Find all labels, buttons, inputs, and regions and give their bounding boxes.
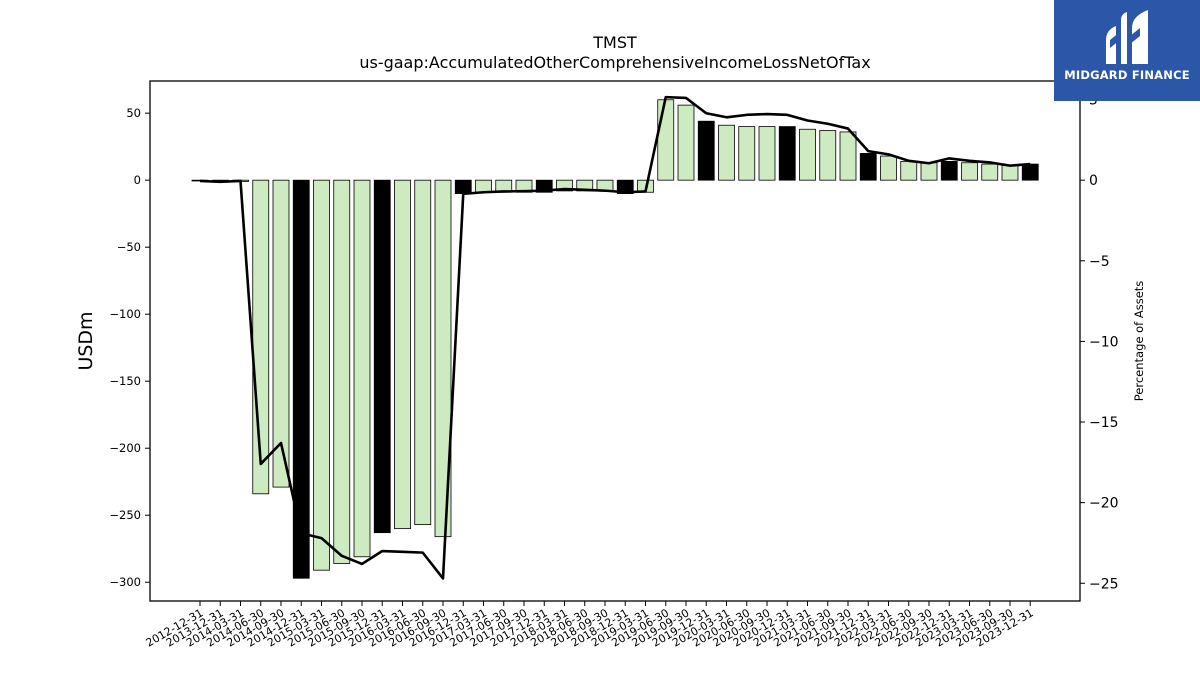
bar-2019-12-31	[697, 120, 715, 181]
bar-2015-03-31	[313, 179, 330, 571]
percentage-line	[199, 95, 1031, 580]
logo-mark-icon	[1106, 10, 1148, 64]
bar-2020-09-30	[758, 126, 776, 181]
y2-tick-label: −20	[1089, 496, 1119, 512]
bar-2016-03-31	[394, 179, 411, 530]
bar-2019-09-30	[677, 104, 695, 181]
bar-2020-12-31	[778, 126, 796, 181]
left-axis: −300 −250 −200 −150 −100 −50 0 50	[109, 106, 150, 589]
bar-2015-09-30	[353, 179, 371, 558]
bar-2016-12-31	[454, 179, 472, 194]
bars-layer	[191, 99, 1039, 579]
right-axis-label: Percentage of Assets	[1132, 281, 1146, 402]
bar-2017-03-31	[475, 179, 492, 193]
bar-2023-12-31	[1021, 163, 1039, 181]
bar-2015-06-30	[333, 179, 351, 564]
bar-2022-12-31	[940, 161, 958, 181]
bar-2021-12-31	[859, 152, 877, 181]
y2-tick-label: −5	[1089, 254, 1110, 270]
y-tick-label: −100	[109, 307, 141, 321]
bar-2018-12-31	[616, 179, 634, 194]
bar-2023-09-30	[1001, 165, 1019, 181]
chart-subtitle: us-gaap:AccumulatedOtherComprehensiveInc…	[359, 53, 870, 72]
bar-2015-12-31	[373, 179, 391, 534]
y-axis-label: USDm	[75, 311, 97, 370]
y-tick-label: −50	[117, 240, 141, 254]
bar-2014-12-31	[292, 179, 310, 579]
right-axis: −25−20−15−10−505	[1080, 93, 1119, 592]
plot-frame	[149, 80, 1081, 602]
y-tick-label: 0	[134, 173, 141, 187]
x-axis: 2012-12-312013-12-312014-03-312014-06-30…	[144, 601, 1036, 650]
bar-2023-06-30	[981, 163, 999, 181]
bar-2016-09-30	[434, 179, 452, 538]
y-tick-label: −300	[109, 575, 141, 589]
bar-2022-06-30	[900, 161, 918, 181]
line-layer	[199, 95, 1031, 580]
bar-2018-03-31	[556, 179, 573, 192]
bar-2023-03-31	[961, 162, 978, 181]
bar-2020-06-30	[738, 126, 756, 181]
y2-tick-label: −15	[1089, 415, 1119, 431]
y2-tick-label: 0	[1089, 173, 1098, 189]
bar-2019-06-30	[657, 99, 675, 181]
y2-tick-label: −10	[1089, 334, 1119, 350]
y-tick-label: −150	[109, 374, 141, 388]
logo-text: MIDGARD FINANCE	[1064, 68, 1190, 82]
y-tick-label: −200	[109, 441, 141, 455]
bar-2022-03-31	[880, 155, 897, 181]
midgard-finance-logo: MIDGARD FINANCE	[1054, 0, 1200, 101]
y-tick-label: 50	[126, 106, 141, 120]
bar-2014-09-30	[272, 179, 290, 488]
y-tick-label: −250	[109, 508, 141, 522]
bar-2021-06-30	[819, 130, 837, 181]
chart-title: TMST	[592, 33, 637, 52]
bar-2021-03-31	[799, 128, 816, 181]
y2-tick-label: −25	[1089, 576, 1119, 592]
bar-2016-06-30	[414, 179, 432, 526]
bar-2022-09-30	[920, 162, 938, 181]
bar-2020-03-31	[718, 124, 735, 181]
bar-2021-09-30	[839, 131, 857, 181]
